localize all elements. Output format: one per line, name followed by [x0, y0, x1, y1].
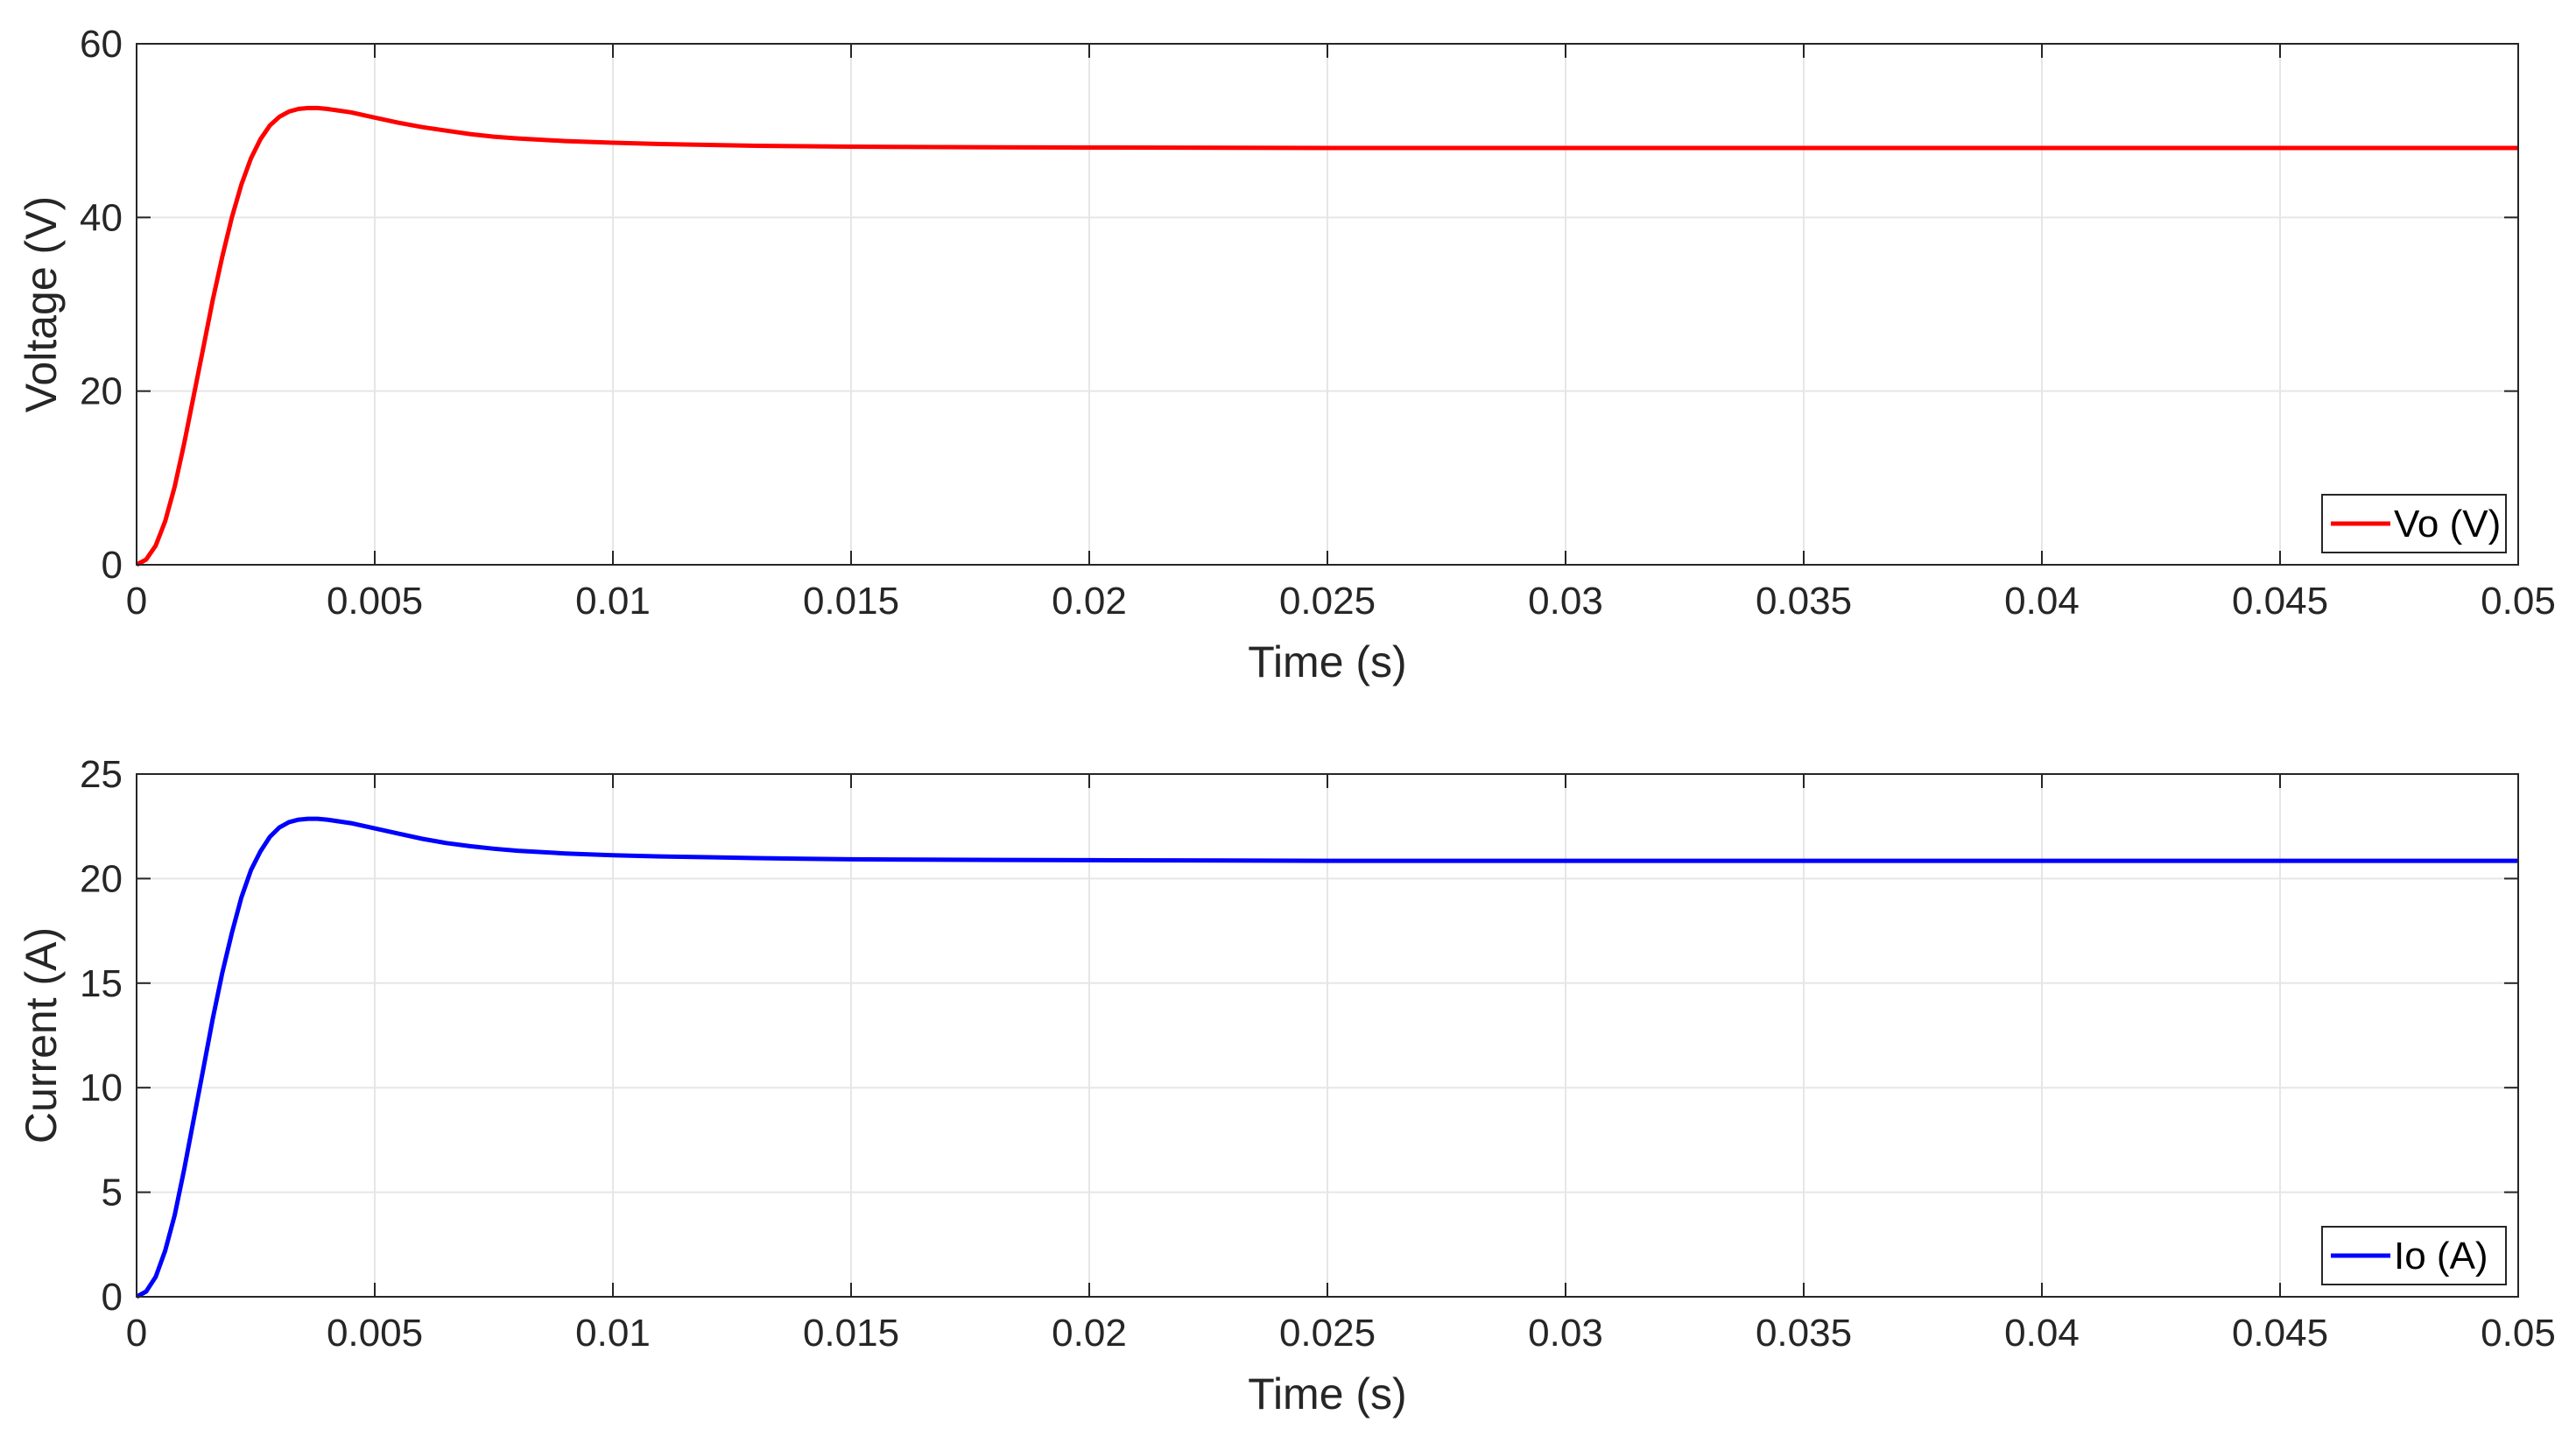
x-axis-label: Time (s) [1248, 637, 1406, 686]
y-tick-label: 25 [80, 753, 123, 796]
x-tick-label: 0 [126, 1312, 147, 1355]
legend-label: Vo (V) [2394, 503, 2501, 546]
x-tick-label: 0.01 [575, 1312, 651, 1355]
x-tick-label: 0.04 [2004, 1312, 2080, 1355]
x-tick-label: 0.035 [1756, 1312, 1852, 1355]
series-line-vo-v [135, 105, 2518, 567]
x-tick-label: 0.025 [1279, 580, 1376, 623]
y-tick-label: 60 [80, 23, 123, 66]
x-tick-label: 0.005 [327, 1312, 423, 1355]
y-tick-label: 40 [80, 196, 123, 239]
x-tick-label: 0.045 [2232, 1312, 2328, 1355]
x-tick-label: 0.04 [2004, 580, 2080, 623]
y-tick-label: 20 [80, 857, 123, 900]
y-tick-label: 20 [80, 370, 123, 413]
x-tick-label: 0.02 [1052, 1312, 1127, 1355]
x-tick-label: 0.05 [2481, 1312, 2556, 1355]
y-tick-label: 15 [80, 962, 123, 1005]
y-axis-label: Voltage (V) [17, 196, 66, 412]
y-tick-label: 0 [102, 1276, 123, 1319]
y-axis-label: Current (A) [17, 927, 66, 1144]
x-tick-label: 0.015 [803, 580, 899, 623]
x-tick-label: 0.01 [575, 580, 651, 623]
x-tick-label: 0 [126, 580, 147, 623]
x-tick-label: 0.02 [1052, 580, 1127, 623]
x-tick-label: 0.05 [2481, 580, 2556, 623]
legend: Vo (V) [2321, 494, 2507, 553]
x-tick-label: 0.03 [1528, 1312, 1603, 1355]
x-tick-label: 0.025 [1279, 1312, 1376, 1355]
y-tick-label: 10 [80, 1066, 123, 1109]
x-tick-label: 0.005 [327, 580, 423, 623]
y-tick-label: 5 [102, 1172, 123, 1214]
series-line-io-a [135, 816, 2518, 1299]
x-tick-label: 0.015 [803, 1312, 899, 1355]
y-tick-label: 0 [102, 544, 123, 587]
x-tick-label: 0.045 [2232, 580, 2328, 623]
x-tick-label: 0.03 [1528, 580, 1603, 623]
x-tick-label: 0.035 [1756, 580, 1852, 623]
legend: Io (A) [2321, 1226, 2507, 1285]
chart-2: 0 0.005 0.01 0.015 0.02 0.025 0.03 0.035 0.04 0.0… [17, 753, 2556, 1418]
legend-label: Io (A) [2394, 1235, 2488, 1278]
chart-1: 0 0.005 0.01 0.015 0.02 0.025 0.03 0.035 0.04 0.0… [17, 23, 2556, 686]
x-axis-label: Time (s) [1248, 1369, 1406, 1418]
